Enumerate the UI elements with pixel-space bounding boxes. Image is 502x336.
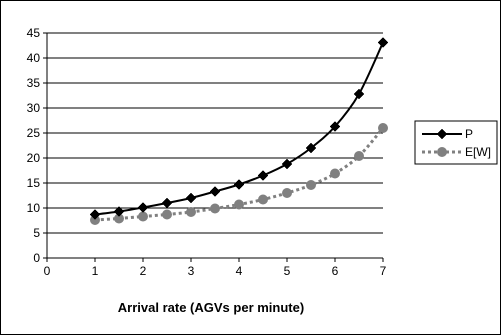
x-tick-label-5: 5 [284,264,291,278]
data-point-P-5.5 [305,142,317,154]
legend-entry-P: P [422,127,473,141]
data-point-E[W]-1 [90,215,100,225]
data-point-P-2.5 [161,197,173,209]
data-point-P-5 [281,158,293,170]
series-group [89,37,389,225]
y-tick-label-30: 30 [27,101,41,115]
y-tick-label-10: 10 [27,201,41,215]
gridlines [47,32,383,259]
data-point-E[W]-5.5 [306,180,316,190]
y-tick-label-15: 15 [27,176,41,190]
data-point-P-6.5 [353,88,365,100]
x-tick-label-6: 6 [332,264,339,278]
axes [43,32,384,262]
y-tick-label-45: 45 [27,26,41,40]
data-point-P-1 [89,209,101,220]
y-tick-label-40: 40 [27,51,41,65]
legend-box [414,120,498,165]
data-point-E[W]-7 [378,123,388,133]
x-tick-label-4: 4 [236,264,243,278]
data-point-E[W]-2 [138,211,148,222]
data-point-P-1.5 [113,206,125,217]
data-point-P-6 [329,121,341,132]
legend-marker-P [436,128,448,140]
legend: P E[W] [414,120,498,165]
series-E[W] [90,123,388,225]
data-point-E[W]-4 [234,199,244,210]
x-tick-label-7: 7 [380,264,387,278]
x-axis-title: Arrival rate (AGVs per minute) [118,300,304,315]
data-point-E[W]-3 [186,207,196,217]
x-tick-label-0: 0 [44,264,51,278]
x-tick-label-3: 3 [188,264,195,278]
data-point-E[W]-6 [330,168,340,179]
y-tick-label-35: 35 [27,76,41,90]
legend-marker-E[W] [437,147,447,157]
data-point-E[W]-2.5 [162,209,172,220]
data-point-E[W]-1.5 [114,213,124,224]
data-point-P-4 [233,179,245,190]
data-point-E[W]-6.5 [354,151,364,161]
y-tick-label-20: 20 [27,151,41,165]
legend-entry-E[W]: E[W] [422,145,491,159]
x-tick-label-2: 2 [140,264,147,278]
data-point-E[W]-5 [282,188,292,198]
y-tick-label-25: 25 [27,126,41,140]
data-point-P-7 [377,37,389,48]
data-point-E[W]-3.5 [210,203,220,214]
data-point-P-4.5 [257,170,269,181]
data-point-P-3.5 [209,186,221,197]
y-tick-label-0: 0 [33,251,40,265]
data-point-E[W]-4.5 [258,194,268,205]
data-point-P-2 [137,202,149,213]
legend-label-E[W]: E[W] [465,145,491,159]
x-tick-label-1: 1 [92,264,99,278]
y-tick-label-5: 5 [33,226,40,240]
series-P [89,37,389,220]
data-point-P-3 [185,192,197,204]
legend-label-P: P [465,127,473,141]
